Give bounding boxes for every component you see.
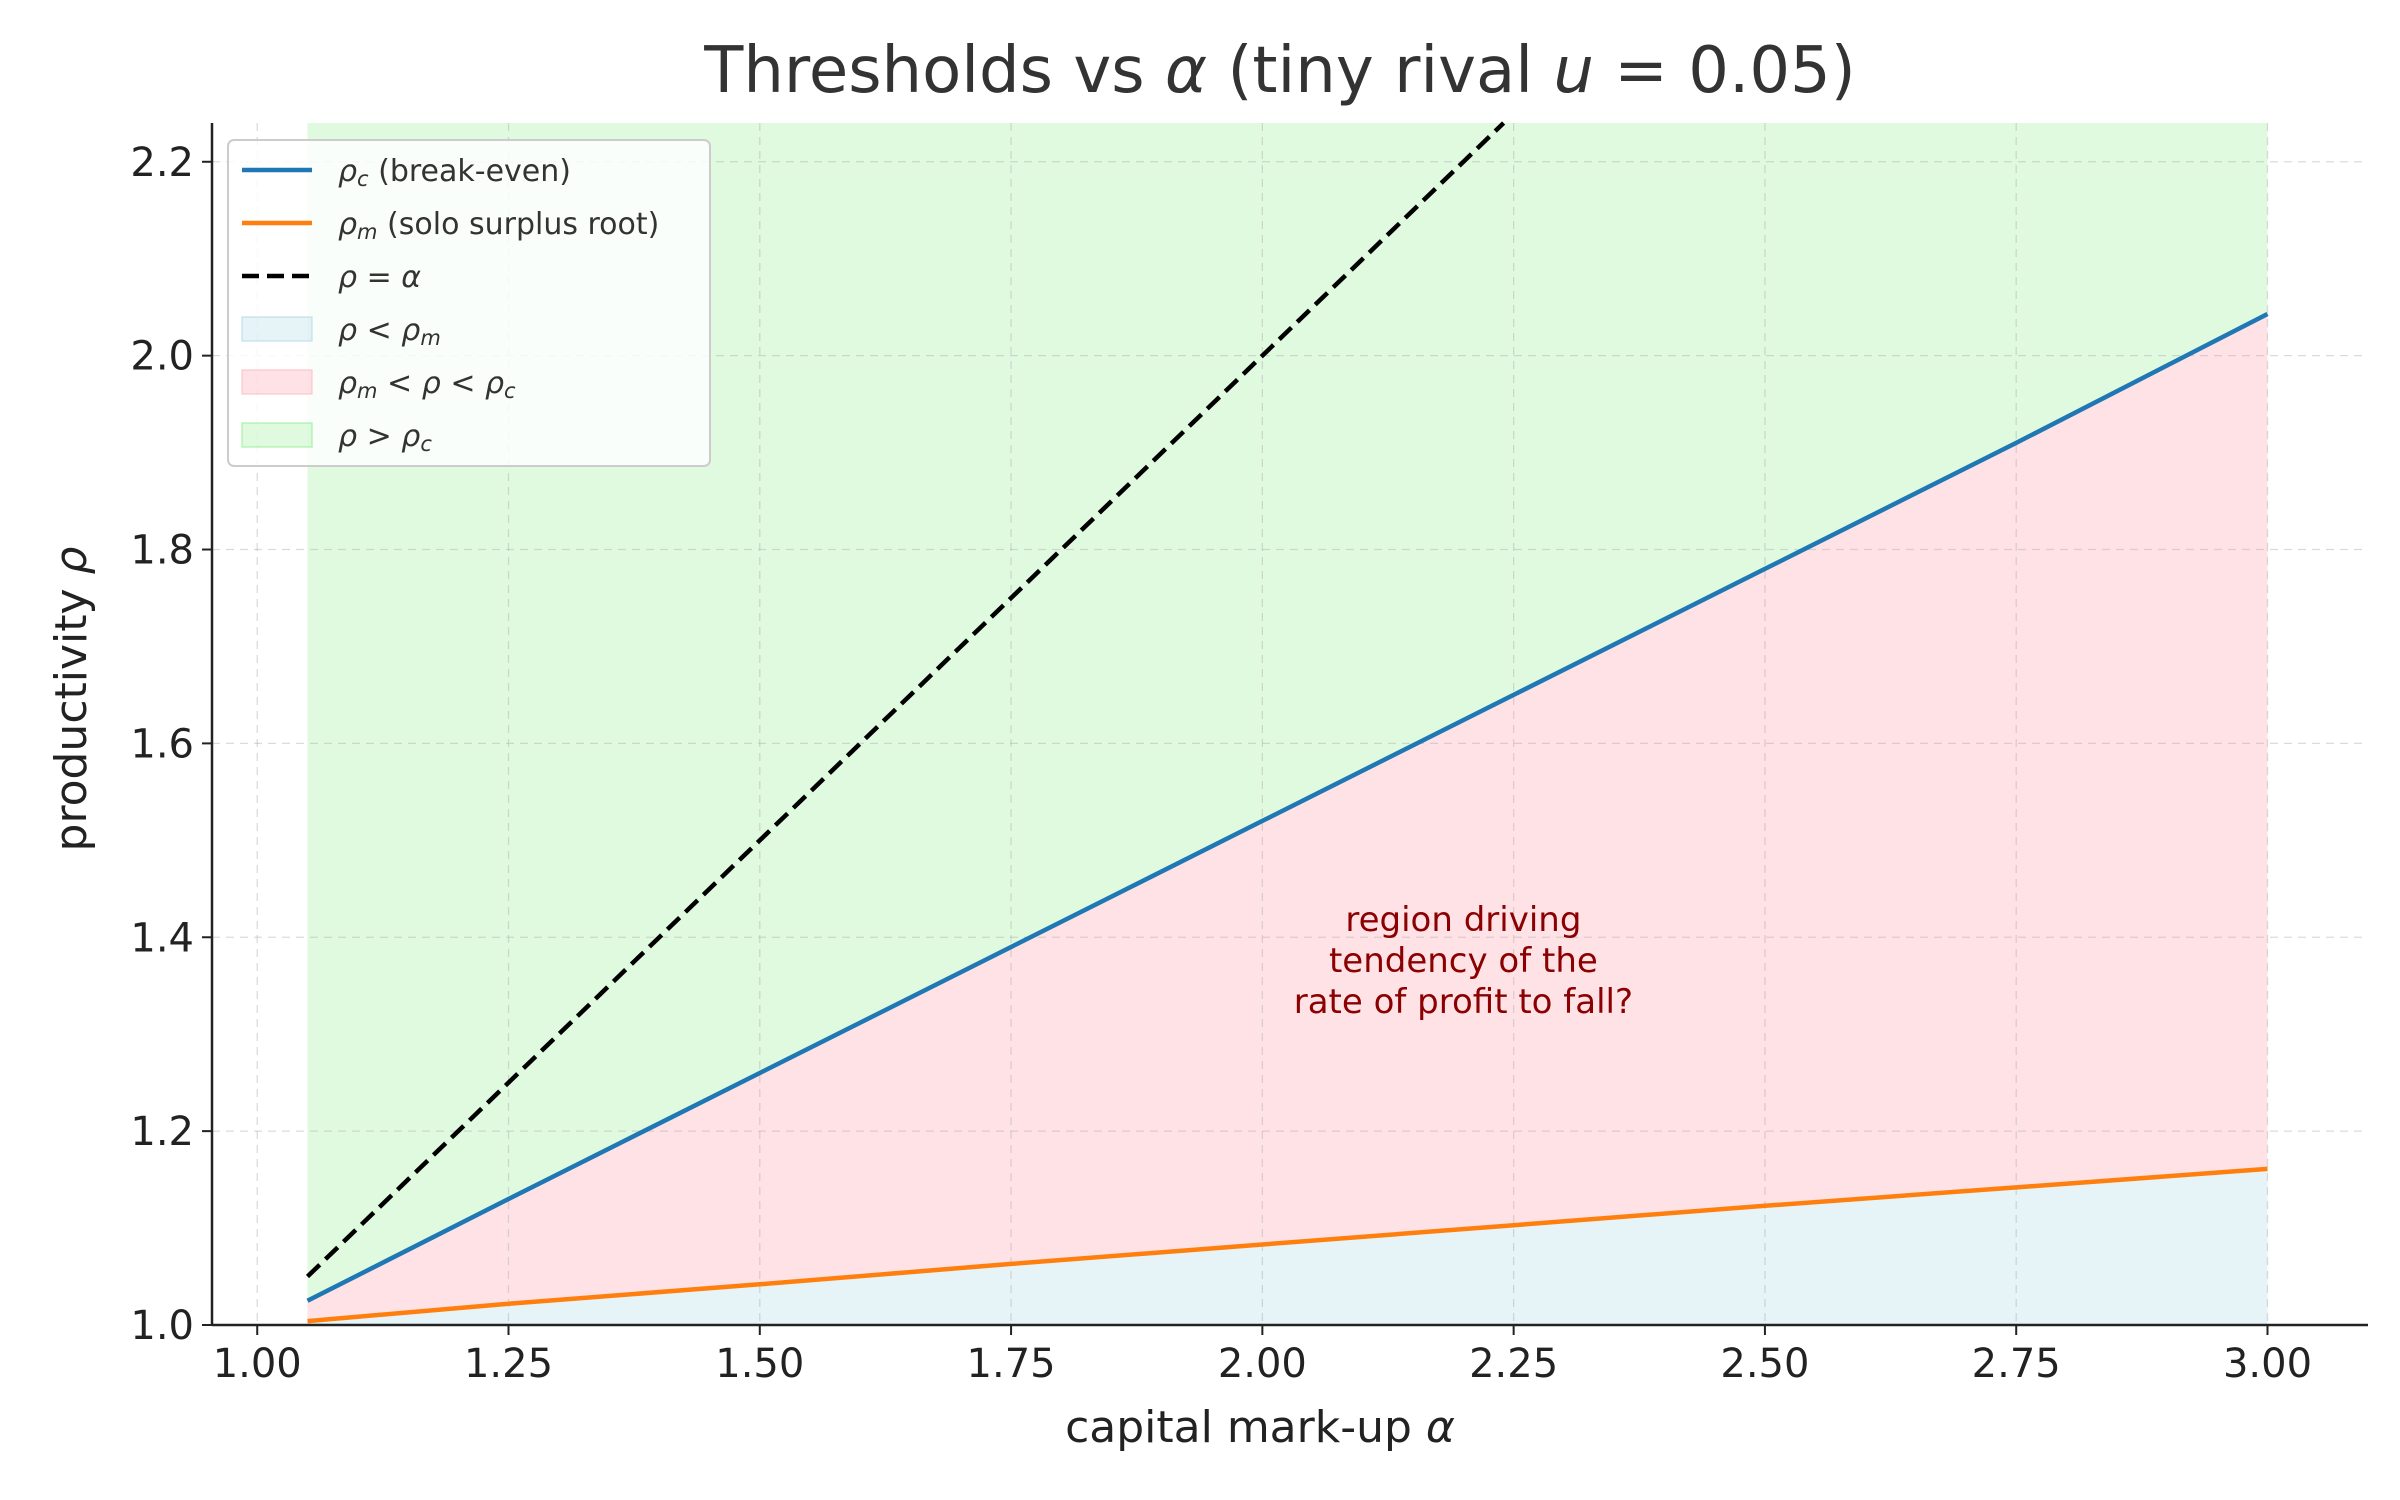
chart-title: Thresholds vs α (tiny rival u = 0.05) (703, 34, 1855, 108)
legend-label: ρm < ρ < ρc (338, 366, 516, 403)
legend-swatch-patch (241, 369, 313, 395)
shaded-regions (307, 123, 2268, 1325)
x-tick-label: 1.00 (213, 1341, 302, 1387)
legend-item: ρc (break-even) (242, 154, 571, 191)
legend-label: ρ < ρm (338, 313, 441, 350)
x-tick-label: 2.00 (1218, 1341, 1307, 1387)
region-between-rho-m-rho-c (307, 313, 2268, 1322)
legend-item: ρ = α (242, 260, 421, 295)
x-tick-label: 1.50 (715, 1341, 804, 1387)
legend-item: ρ > ρc (241, 419, 432, 456)
legend-swatch-patch (241, 422, 313, 448)
annotation-line: rate of profit to fall? (1294, 982, 1633, 1022)
x-tick-label: 2.25 (1469, 1341, 1558, 1387)
legend-box (227, 139, 711, 467)
series-line-rho-eq-alpha (305, 121, 1506, 1279)
y-tick-label: 1.4 (130, 915, 194, 961)
x-tick-label: 2.75 (1972, 1341, 2061, 1387)
legend-swatch-patch (241, 316, 313, 342)
tick-labels: 1.00 1.25 1.50 1.75 2.00 2.25 2.50 2.75 3.00 1.0 1… (130, 140, 2312, 1387)
annotation-line: tendency of the (1329, 941, 1598, 981)
y-tick-label: 1.6 (130, 721, 194, 767)
chart-labels: Thresholds vs α (tiny rival u = 0.05) cap… (46, 34, 1856, 1453)
x-tick-label: 2.50 (1720, 1341, 1809, 1387)
legend-item: ρm (solo surplus root) (242, 207, 659, 244)
axes (210, 123, 2368, 1327)
x-tick-label: 1.25 (464, 1341, 553, 1387)
series-lines (305, 121, 2269, 1324)
y-tick-label: 1.8 (130, 528, 194, 574)
legend: ρc (break-even) ρm (solo surplus root) ρ =… (227, 139, 711, 467)
region-below-rho-m (307, 1168, 2268, 1325)
y-axis-label: productivity ρ (46, 546, 97, 851)
x-tick-label: 1.75 (967, 1341, 1056, 1387)
annotation-line: region driving (1345, 900, 1581, 940)
legend-label: ρm (solo surplus root) (338, 207, 659, 244)
y-tick-label: 2.2 (130, 140, 194, 186)
region-above-rho-c (307, 123, 2268, 1301)
legend-label: ρ > ρc (338, 419, 432, 456)
legend-item: ρ < ρm (241, 313, 441, 350)
y-tick-label: 1.0 (130, 1303, 194, 1349)
x-axis-label: capital mark-up α (1065, 1402, 1455, 1453)
series-line-rho-m (307, 1166, 2268, 1324)
x-tick-label: 3.00 (2223, 1341, 2312, 1387)
y-tick-label: 2.0 (130, 334, 194, 380)
y-tick-label: 1.2 (130, 1109, 194, 1155)
legend-label: ρc (break-even) (338, 154, 571, 191)
legend-item: ρm < ρ < ρc (241, 366, 516, 403)
legend-label: ρ = α (338, 260, 421, 295)
series-line-rho-c (306, 311, 2269, 1303)
